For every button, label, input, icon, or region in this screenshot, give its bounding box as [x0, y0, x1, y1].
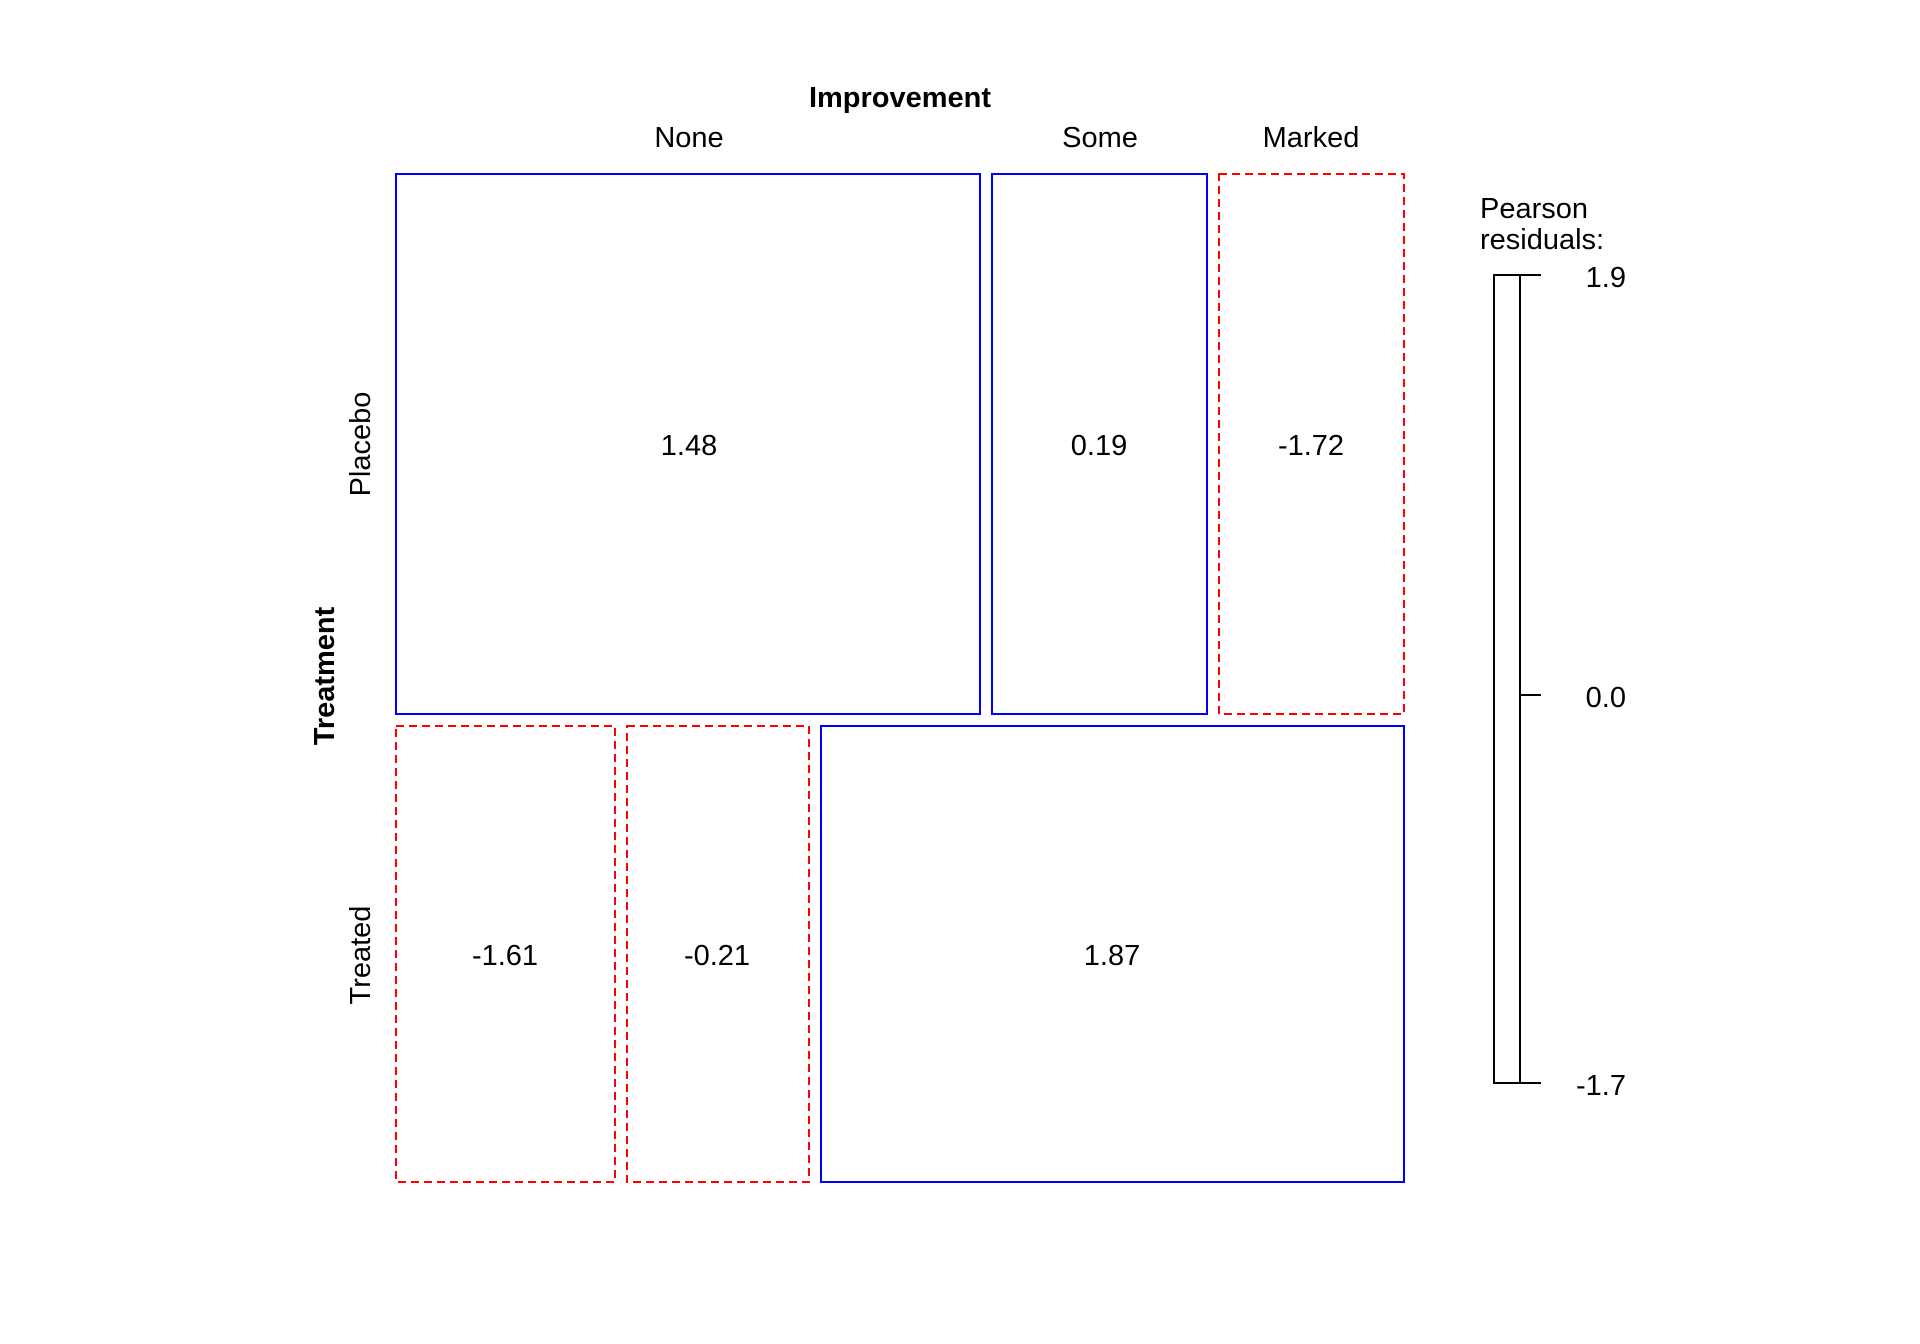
column-label-marked: Marked: [1263, 122, 1360, 154]
legend-tick-label-top: 1.9: [1586, 262, 1626, 294]
tile-placebo-none: [395, 173, 981, 715]
tile-label-placebo-marked: -1.72: [1278, 430, 1344, 462]
tile-label-placebo-some: 0.19: [1071, 430, 1127, 462]
legend: Pearson residuals: 1.9 0.0 -1.7: [1480, 193, 1626, 1102]
legend-tick-label-mid: 0.0: [1586, 682, 1626, 714]
row-label-placebo: Placebo: [345, 392, 377, 497]
tile-label-treated-marked: 1.87: [1084, 940, 1140, 972]
column-variable-title: Improvement: [809, 82, 991, 114]
legend-title-line1: Pearson: [1480, 193, 1588, 225]
tile-placebo-marked: [1218, 173, 1405, 715]
tile-label-treated-some: -0.21: [684, 940, 750, 972]
tile-treated-none: [395, 725, 616, 1183]
tile-treated-some: [626, 725, 810, 1183]
legend-title-line2: residuals:: [1480, 224, 1604, 256]
tile-treated-marked: [820, 725, 1405, 1183]
row-label-treated: Treated: [345, 906, 377, 1005]
tile-label-placebo-none: 1.48: [661, 430, 717, 462]
tile-label-treated-none: -1.61: [472, 940, 538, 972]
mosaic-tiles: 1.48 0.19 -1.72 -1.61 -0.21 1.87: [395, 173, 1405, 1183]
row-variable-title: Treatment: [309, 606, 341, 745]
tile-placebo-some: [991, 173, 1208, 715]
column-label-none: None: [654, 122, 723, 154]
legend-tick-label-bottom: -1.7: [1576, 1070, 1626, 1102]
legend-bar: [1493, 274, 1521, 1084]
column-label-some: Some: [1062, 122, 1138, 154]
